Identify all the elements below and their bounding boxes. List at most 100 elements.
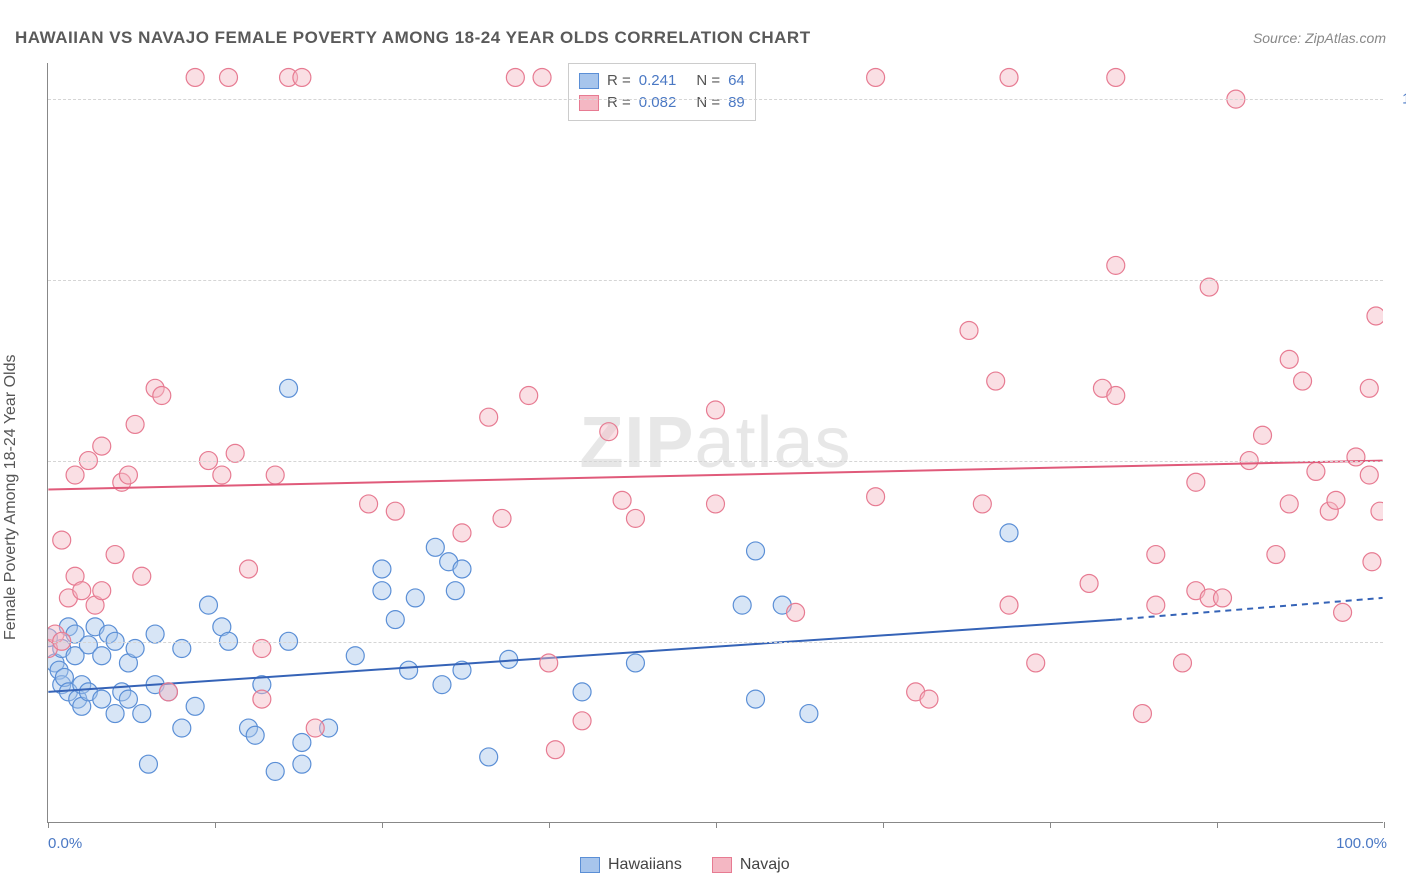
data-point [867, 68, 885, 86]
data-point [293, 755, 311, 773]
data-point [480, 408, 498, 426]
data-point [747, 690, 765, 708]
data-point [707, 401, 725, 419]
data-point [240, 560, 258, 578]
data-point [973, 495, 991, 513]
data-point [1254, 426, 1272, 444]
gridline [48, 461, 1383, 462]
data-point [1267, 546, 1285, 564]
data-point [1000, 596, 1018, 614]
x-tick [883, 822, 884, 828]
legend-label: Hawaiians [608, 856, 682, 874]
data-point [280, 379, 298, 397]
data-point [426, 538, 444, 556]
data-point [733, 596, 751, 614]
y-tick-label: 50.0% [1393, 453, 1406, 470]
legend-item: Navajo [712, 856, 790, 874]
data-point [186, 68, 204, 86]
data-point [1133, 705, 1151, 723]
data-point [1363, 553, 1381, 571]
data-point [266, 466, 284, 484]
data-point [406, 589, 424, 607]
x-tick [48, 822, 49, 828]
data-point [800, 705, 818, 723]
x-tick [1217, 822, 1218, 828]
data-point [386, 502, 404, 520]
data-point [106, 546, 124, 564]
x-tick-label-min: 0.0% [48, 835, 82, 852]
data-point [373, 560, 391, 578]
data-point [600, 423, 618, 441]
data-point [133, 705, 151, 723]
data-point [626, 509, 644, 527]
data-point [533, 68, 551, 86]
y-tick-label: 75.0% [1393, 272, 1406, 289]
x-tick-label-max: 100.0% [1336, 835, 1387, 852]
data-point [1214, 589, 1232, 607]
data-point [400, 661, 418, 679]
data-point [1360, 466, 1378, 484]
data-point [1107, 387, 1125, 405]
data-point [106, 705, 124, 723]
x-tick [215, 822, 216, 828]
data-point [433, 676, 451, 694]
data-point [1107, 68, 1125, 86]
chart-title: HAWAIIAN VS NAVAJO FEMALE POVERTY AMONG … [15, 28, 811, 48]
legend-swatch [580, 857, 600, 873]
data-point [186, 697, 204, 715]
data-point [346, 647, 364, 665]
data-point [573, 712, 591, 730]
data-point [1027, 654, 1045, 672]
x-tick [549, 822, 550, 828]
data-point [520, 387, 538, 405]
trend-line [48, 461, 1382, 490]
data-point [707, 495, 725, 513]
data-point [1107, 256, 1125, 274]
data-point [306, 719, 324, 737]
legend-item: Hawaiians [580, 856, 682, 874]
data-point [1280, 350, 1298, 368]
data-point [119, 466, 137, 484]
data-point [1307, 462, 1325, 480]
data-point [73, 582, 91, 600]
data-point [1360, 379, 1378, 397]
gridline [48, 99, 1383, 100]
data-point [1371, 502, 1383, 520]
data-point [53, 531, 71, 549]
data-point [253, 690, 271, 708]
y-axis-label: Female Poverty Among 18-24 Year Olds [2, 355, 20, 641]
data-point [626, 654, 644, 672]
x-tick [1050, 822, 1051, 828]
data-point [1334, 603, 1352, 621]
data-point [133, 567, 151, 585]
data-point [446, 582, 464, 600]
data-point [1367, 307, 1383, 325]
x-tick [382, 822, 383, 828]
data-point [613, 491, 631, 509]
gridline [48, 280, 1383, 281]
data-point [173, 719, 191, 737]
data-point [93, 437, 111, 455]
data-point [93, 647, 111, 665]
data-point [146, 625, 164, 643]
data-point [139, 755, 157, 773]
data-point [213, 466, 231, 484]
data-point [126, 415, 144, 433]
data-point [493, 509, 511, 527]
data-point [360, 495, 378, 513]
data-point [159, 683, 177, 701]
legend-label: Navajo [740, 856, 790, 874]
data-point [119, 690, 137, 708]
plot-area: ZIPatlas R = 0.241N = 64R = 0.082N = 89 … [47, 63, 1383, 823]
data-point [1347, 448, 1365, 466]
data-point [573, 683, 591, 701]
x-tick [716, 822, 717, 828]
data-point [1080, 574, 1098, 592]
data-point [266, 762, 284, 780]
y-tick-label: 100.0% [1393, 91, 1406, 108]
data-point [66, 466, 84, 484]
y-tick-label: 25.0% [1393, 634, 1406, 651]
chart-svg [48, 63, 1383, 822]
data-point [1000, 68, 1018, 86]
data-point [1173, 654, 1191, 672]
